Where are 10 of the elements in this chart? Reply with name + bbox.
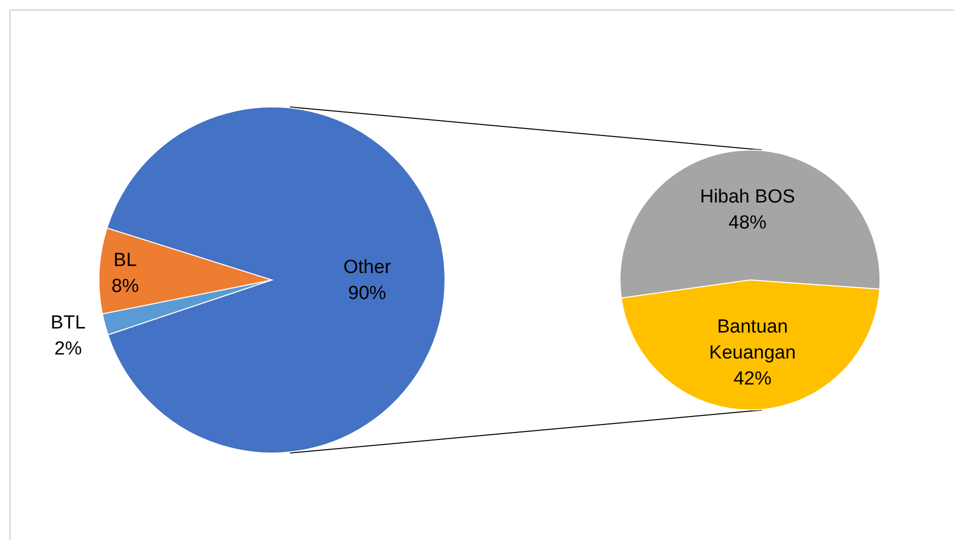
slice-label: BL bbox=[114, 250, 137, 272]
data-label: 90% bbox=[348, 283, 386, 304]
data-label: 48% bbox=[728, 212, 767, 234]
slice-label: Bantuan Keuangan bbox=[709, 316, 796, 364]
slice-label: BTL bbox=[50, 312, 86, 334]
slice-label: Other bbox=[343, 257, 392, 278]
slice-label: Hibah BOS bbox=[700, 186, 796, 208]
data-label: 8% bbox=[111, 276, 139, 298]
data-label: 2% bbox=[54, 338, 82, 360]
data-label: 42% bbox=[733, 368, 772, 390]
